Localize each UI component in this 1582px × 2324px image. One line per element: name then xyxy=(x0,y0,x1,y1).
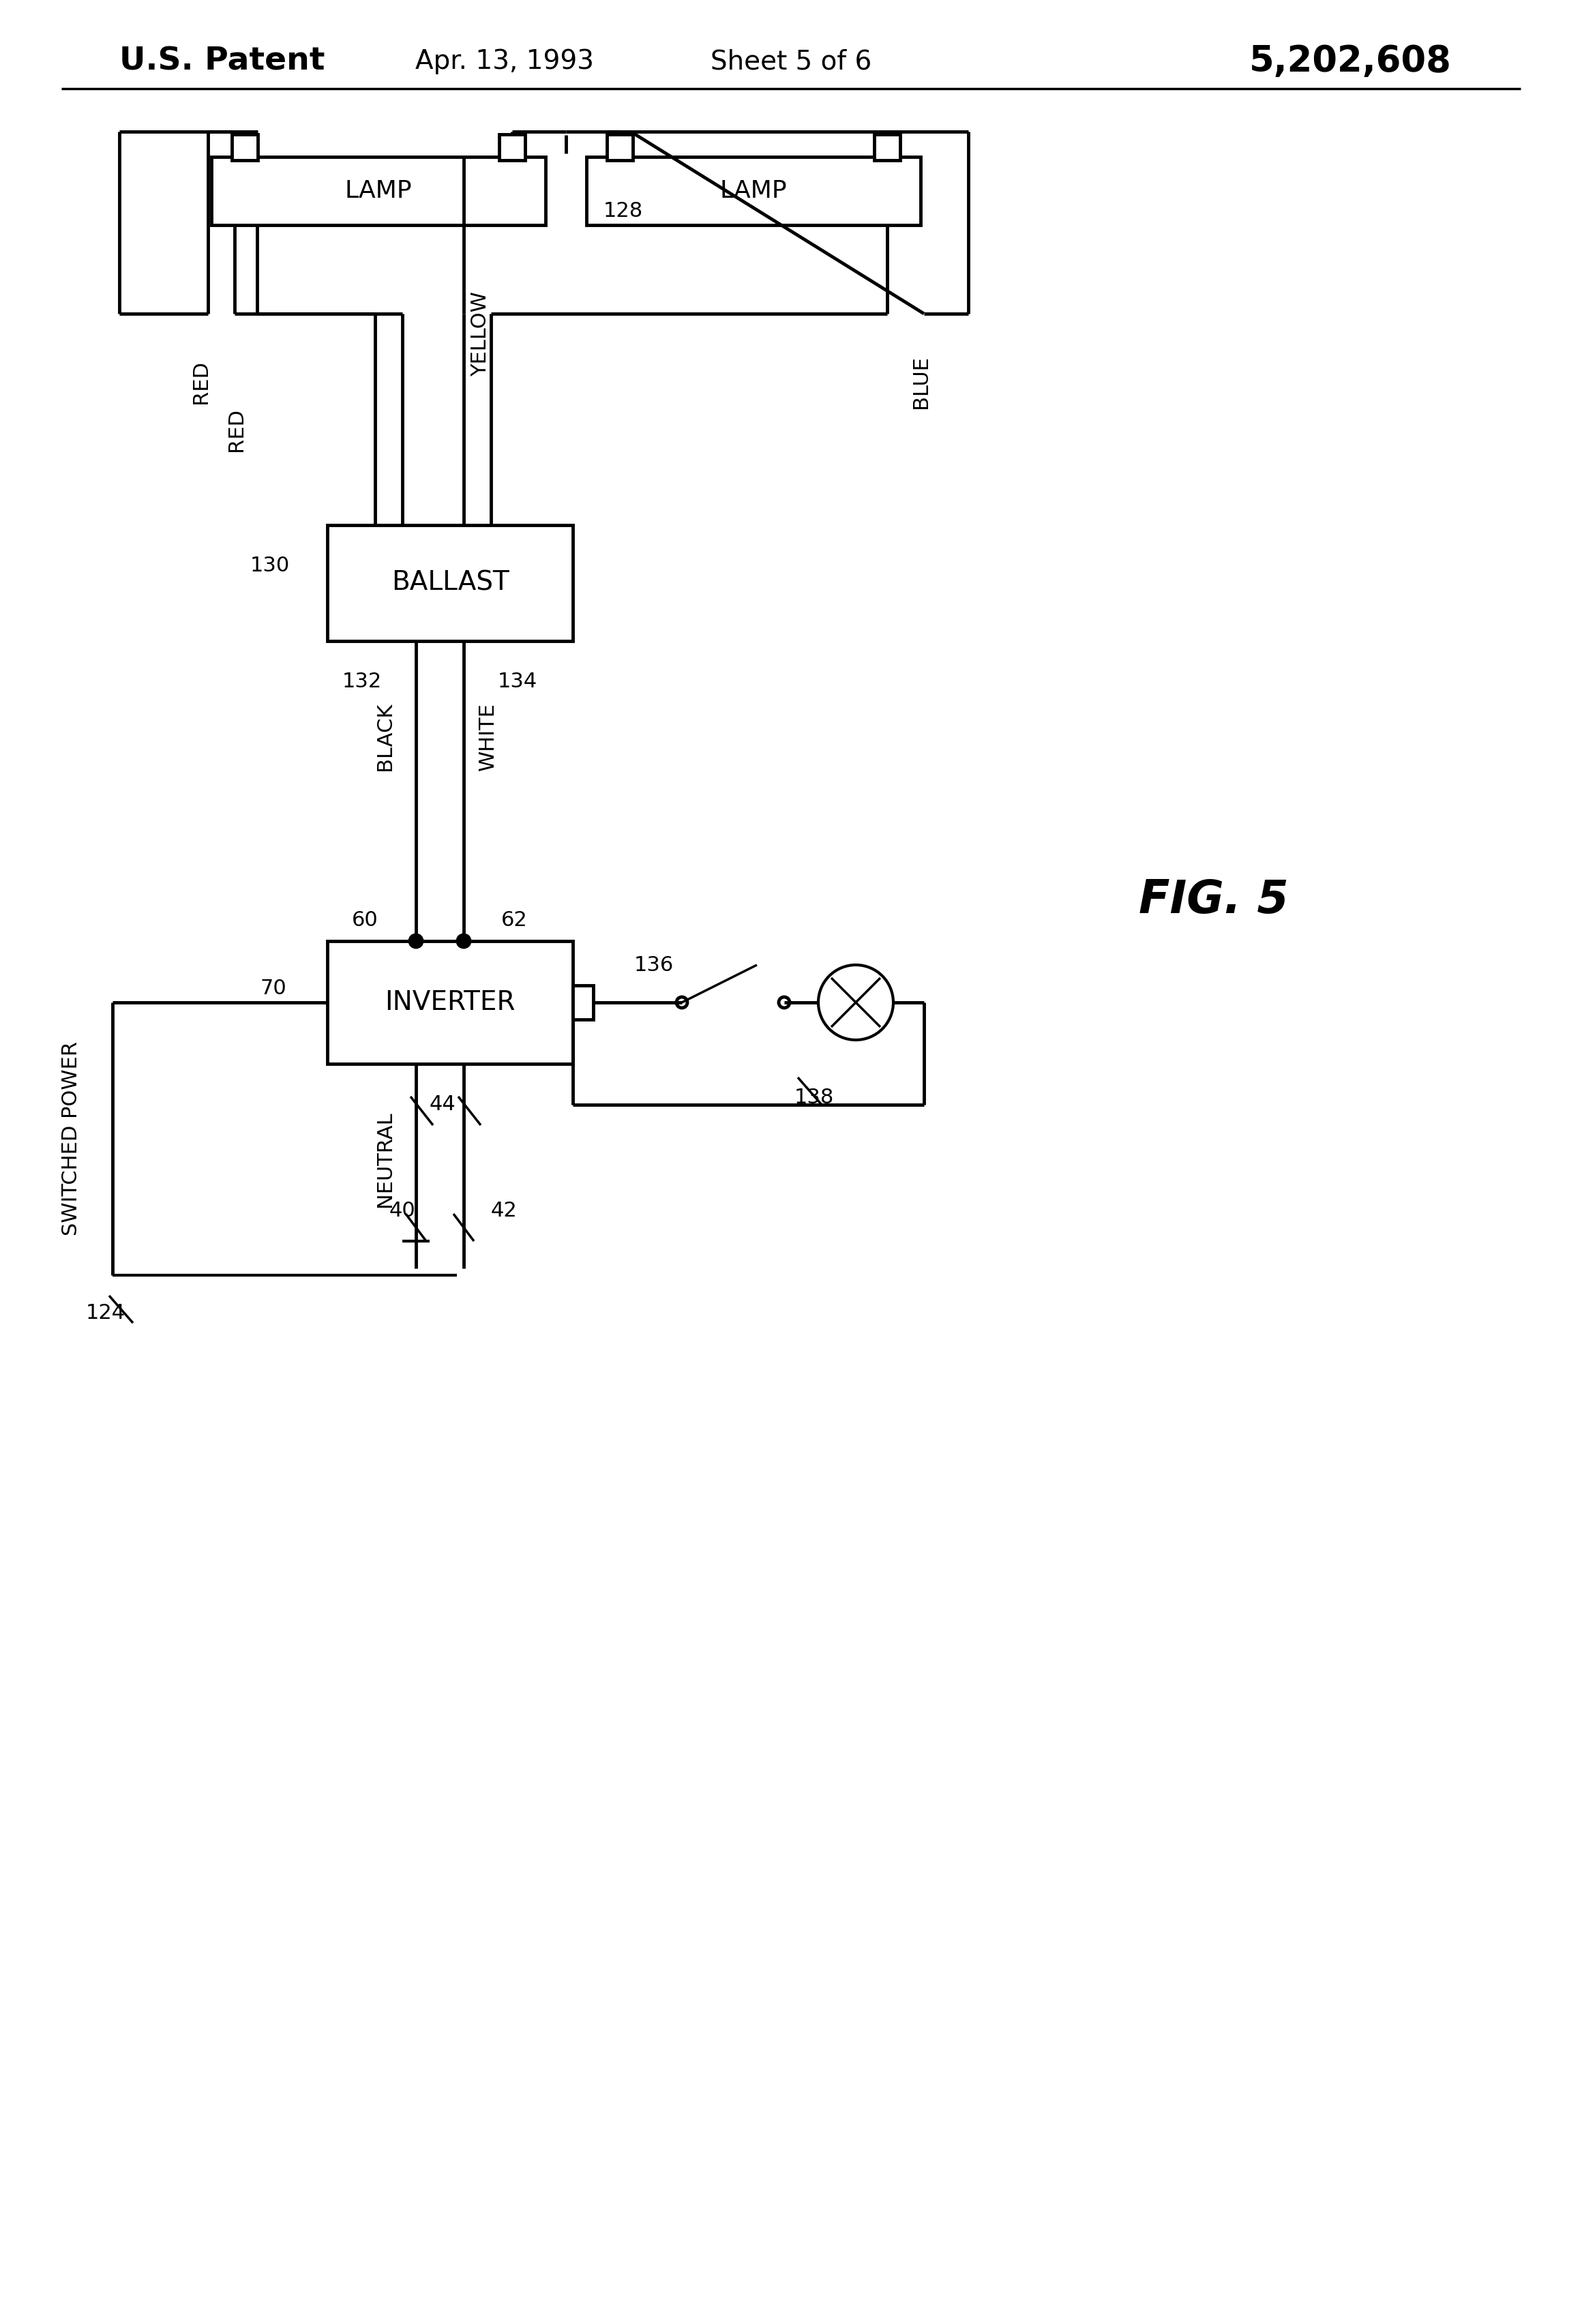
Text: BLACK: BLACK xyxy=(375,702,395,772)
Text: 130: 130 xyxy=(250,555,290,576)
Bar xyxy=(327,525,573,641)
Text: 60: 60 xyxy=(353,911,378,930)
Text: 70: 70 xyxy=(259,978,286,999)
Text: 136: 136 xyxy=(634,955,674,974)
Text: 5,202,608: 5,202,608 xyxy=(1248,44,1451,79)
Text: NEUTRAL: NEUTRAL xyxy=(375,1111,395,1206)
Bar xyxy=(212,156,546,225)
Circle shape xyxy=(818,964,894,1039)
Text: LAMP: LAMP xyxy=(345,179,411,202)
Bar xyxy=(607,135,633,160)
Text: FIG. 5: FIG. 5 xyxy=(1139,878,1289,923)
Bar xyxy=(327,941,573,1064)
Text: 42: 42 xyxy=(490,1202,517,1220)
Bar xyxy=(587,156,921,225)
Text: U.S. Patent: U.S. Patent xyxy=(119,46,324,77)
Bar xyxy=(233,135,258,160)
Text: Sheet 5 of 6: Sheet 5 of 6 xyxy=(710,49,872,74)
Text: 44: 44 xyxy=(430,1095,456,1116)
Text: SWITCHED POWER: SWITCHED POWER xyxy=(62,1041,82,1236)
Text: LAMP: LAMP xyxy=(720,179,788,202)
Text: WHITE: WHITE xyxy=(478,702,497,772)
Text: YELLOW: YELLOW xyxy=(471,290,490,376)
Circle shape xyxy=(677,997,687,1009)
Text: 128: 128 xyxy=(603,202,644,221)
Text: RED: RED xyxy=(226,407,247,451)
Text: Apr. 13, 1993: Apr. 13, 1993 xyxy=(414,49,593,74)
Text: 132: 132 xyxy=(342,672,381,693)
Text: 134: 134 xyxy=(498,672,538,693)
Text: INVERTER: INVERTER xyxy=(384,990,516,1016)
Circle shape xyxy=(457,934,470,948)
Circle shape xyxy=(778,997,789,1009)
Bar xyxy=(500,135,525,160)
Text: 124: 124 xyxy=(85,1304,125,1322)
Bar xyxy=(573,985,593,1020)
Text: 138: 138 xyxy=(794,1088,834,1109)
Text: 40: 40 xyxy=(389,1202,416,1220)
Text: 62: 62 xyxy=(501,911,528,930)
Text: BALLAST: BALLAST xyxy=(391,569,509,595)
Bar xyxy=(875,135,900,160)
Text: RED: RED xyxy=(190,360,210,404)
Circle shape xyxy=(410,934,422,948)
Text: BLUE: BLUE xyxy=(911,356,932,409)
